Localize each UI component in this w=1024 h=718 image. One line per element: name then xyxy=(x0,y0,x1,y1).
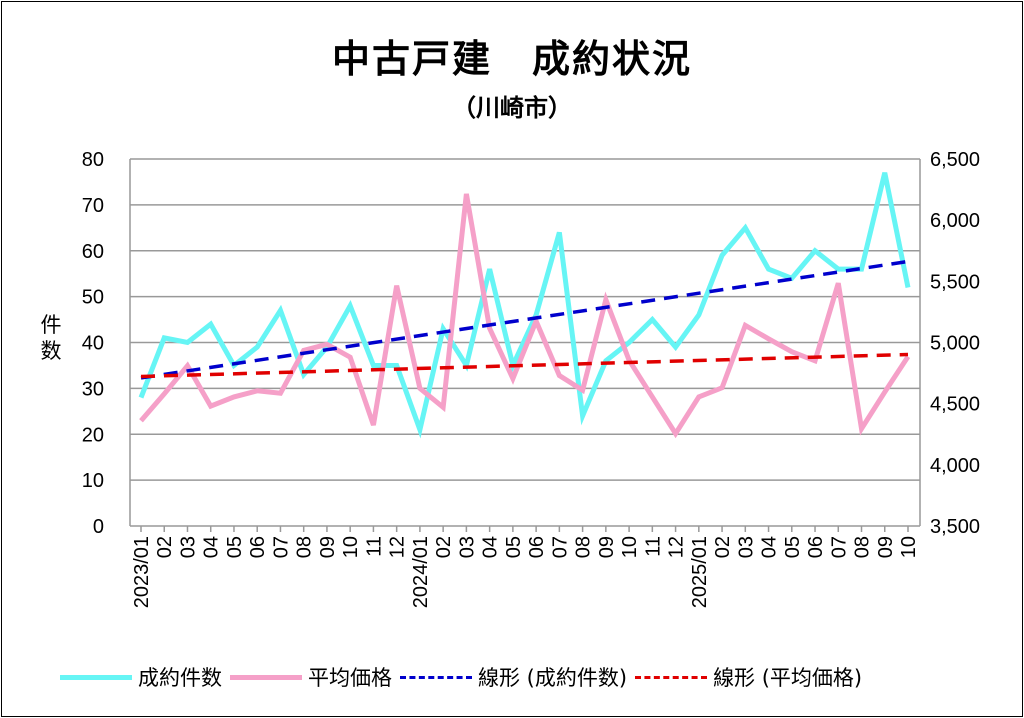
x-tick-label: 03 xyxy=(177,536,199,558)
y-tick-label: 30 xyxy=(82,378,104,400)
x-tick-label: 07 xyxy=(828,536,850,558)
x-tick-label: 2023/01 xyxy=(131,536,153,608)
legend-item-trend-count: 線形 (成約件数) xyxy=(400,662,627,692)
x-tick-label: 11 xyxy=(642,536,664,557)
legend-swatch xyxy=(635,675,708,679)
y2-tick-label: 4,000 xyxy=(930,455,980,477)
legend-item-count: 成約件数 xyxy=(60,662,222,692)
legend-swatch xyxy=(60,674,132,680)
x-tick-label: 11 xyxy=(363,536,385,557)
x-tick-label: 09 xyxy=(317,536,339,558)
x-tick-label: 06 xyxy=(247,536,269,558)
x-tick-label: 03 xyxy=(735,536,757,558)
legend-label: 平均価格 xyxy=(308,666,392,690)
x-tick-label: 04 xyxy=(480,536,502,558)
x-tick-label: 08 xyxy=(852,536,874,558)
legend-swatch xyxy=(230,674,302,680)
legend-item-trend-price: 線形 (平均価格) xyxy=(635,662,862,692)
x-tick-label: 09 xyxy=(875,536,897,558)
chart-title: 中古戸建 成約状況 xyxy=(331,37,692,81)
x-tick-label: 10 xyxy=(340,536,362,558)
x-tick-label: 10 xyxy=(898,536,920,558)
y2-tick-label: 6,500 xyxy=(930,149,980,171)
x-tick-label: 06 xyxy=(526,536,548,558)
y-tick-label: 60 xyxy=(82,241,104,263)
x-tick-label: 10 xyxy=(619,536,641,558)
x-tick-label: 12 xyxy=(666,536,688,558)
y-tick-label: 80 xyxy=(82,149,104,171)
x-tick-label: 05 xyxy=(224,536,246,558)
y2-tick-label: 6,000 xyxy=(930,210,980,232)
x-tick-label: 07 xyxy=(549,536,571,558)
x-tick-label: 09 xyxy=(596,536,618,558)
legend-label: 線形 (成約件数) xyxy=(478,666,628,690)
x-tick-label: 02 xyxy=(154,536,176,558)
y-tick-label: 50 xyxy=(82,287,104,309)
x-tick-label: 02 xyxy=(712,536,734,558)
x-tick-label: 03 xyxy=(456,536,478,558)
x-tick-label: 05 xyxy=(782,536,804,558)
x-tick-label: 04 xyxy=(201,536,223,558)
trendline-count xyxy=(140,259,909,380)
y-axis-label: 件数 xyxy=(40,313,62,363)
y-tick-label: 0 xyxy=(93,516,104,538)
y2-tick-label: 3,500 xyxy=(930,516,980,538)
y-tick-label: 20 xyxy=(82,424,104,446)
y-tick-label: 70 xyxy=(82,195,104,217)
legend-item-price: 平均価格 xyxy=(230,662,392,692)
legend-label: 成約件数 xyxy=(138,666,222,690)
legend: 成約件数 平均価格 線形 (成約件数) 線形 (平均価格) xyxy=(60,662,870,692)
series-line-count xyxy=(138,172,911,439)
x-tick-label: 08 xyxy=(294,536,316,558)
series-line-price xyxy=(139,193,911,439)
x-tick-label: 04 xyxy=(759,536,781,558)
x-tick-label: 08 xyxy=(573,536,595,558)
x-tick-label: 12 xyxy=(387,536,409,558)
x-tick-label: 05 xyxy=(503,536,525,558)
trendline-price xyxy=(140,352,909,379)
x-tick-label: 02 xyxy=(433,536,455,558)
x-tick-label: 2024/01 xyxy=(410,536,432,608)
x-tick-label: 06 xyxy=(805,536,827,558)
y2-tick-label: 5,000 xyxy=(930,333,980,355)
y-tick-label: 40 xyxy=(82,333,104,355)
x-tick-label: 07 xyxy=(270,536,292,558)
y2-tick-label: 5,500 xyxy=(930,271,980,293)
chart-subtitle: （川崎市） xyxy=(452,94,572,122)
legend-label: 線形 (平均価格) xyxy=(713,666,863,690)
x-tick-label: 2025/01 xyxy=(689,536,711,608)
y2-tick-label: 4,500 xyxy=(930,394,980,416)
legend-swatch xyxy=(400,675,472,679)
y-tick-label: 10 xyxy=(82,470,104,492)
